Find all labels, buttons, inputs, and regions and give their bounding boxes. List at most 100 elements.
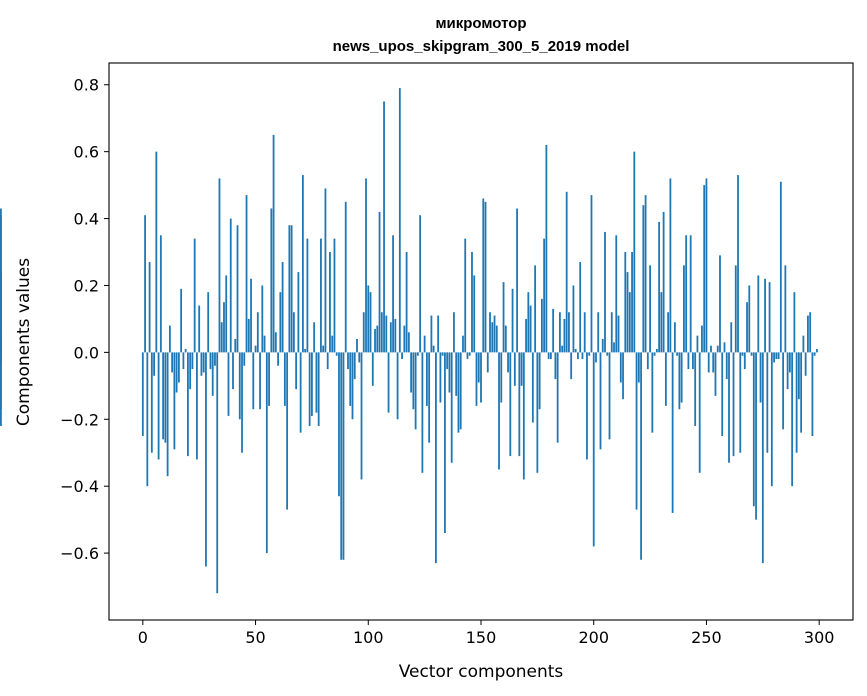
y-tick-label: 0.4 xyxy=(74,210,99,229)
bar xyxy=(180,288,183,353)
bar xyxy=(795,352,798,453)
bar xyxy=(290,225,293,353)
bar xyxy=(184,349,187,353)
bar xyxy=(565,191,568,353)
bar xyxy=(435,352,437,564)
bar xyxy=(453,312,455,353)
bar xyxy=(568,312,570,353)
bar xyxy=(538,352,541,410)
bar xyxy=(0,352,2,363)
bar xyxy=(207,292,210,353)
bar xyxy=(162,352,165,440)
bar xyxy=(304,349,307,353)
bar xyxy=(619,352,622,383)
bar xyxy=(793,292,796,353)
bar xyxy=(608,352,611,440)
bar xyxy=(407,332,410,353)
bar xyxy=(509,352,512,457)
bar xyxy=(270,208,273,353)
bar xyxy=(813,352,816,356)
bar xyxy=(750,352,753,356)
bar xyxy=(649,265,651,353)
bar xyxy=(317,352,320,426)
bar xyxy=(701,325,703,353)
bar xyxy=(710,345,712,353)
bar xyxy=(725,352,728,380)
bar xyxy=(414,352,417,430)
bar xyxy=(549,352,552,360)
bar xyxy=(770,352,773,487)
bar xyxy=(768,282,771,353)
y-tick-label: −0.6 xyxy=(60,544,99,563)
bar xyxy=(153,352,155,376)
bar xyxy=(802,335,805,353)
bar xyxy=(329,252,331,353)
bar xyxy=(527,292,530,353)
bar xyxy=(721,352,724,436)
bar xyxy=(655,349,658,353)
bar xyxy=(331,335,334,353)
bar xyxy=(748,285,751,353)
bar xyxy=(430,315,433,353)
bar xyxy=(606,352,609,356)
bar xyxy=(687,352,690,370)
bar xyxy=(653,352,656,356)
bar xyxy=(389,322,392,353)
bar xyxy=(529,305,532,353)
bar xyxy=(263,335,266,353)
bar xyxy=(471,252,473,353)
bar xyxy=(504,325,507,353)
y-tick-label: 0.0 xyxy=(74,343,99,362)
bar xyxy=(475,352,478,406)
y-tick-label: −0.2 xyxy=(60,410,99,429)
bar xyxy=(545,144,548,353)
bar xyxy=(0,332,2,353)
x-tick-label: 300 xyxy=(804,628,835,647)
bar xyxy=(507,352,509,373)
bar xyxy=(462,335,464,353)
bar xyxy=(757,275,760,353)
bar xyxy=(791,352,794,487)
bar xyxy=(633,151,636,353)
x-tick-label: 250 xyxy=(691,628,722,647)
bar xyxy=(595,352,597,363)
bar xyxy=(250,278,252,353)
bar xyxy=(457,352,460,433)
bar xyxy=(779,181,782,353)
bar xyxy=(477,352,480,383)
bar xyxy=(601,338,604,353)
bar xyxy=(173,352,176,450)
bar xyxy=(669,178,672,353)
bar xyxy=(353,352,356,380)
bar xyxy=(371,352,374,386)
bar xyxy=(577,352,579,360)
bar xyxy=(150,352,153,453)
bar xyxy=(468,352,471,356)
bar xyxy=(313,322,316,353)
bar xyxy=(189,352,192,390)
bar xyxy=(238,352,241,420)
bar xyxy=(428,352,431,443)
bar xyxy=(157,352,160,460)
bar xyxy=(597,312,600,353)
bar xyxy=(732,352,735,457)
bar xyxy=(326,352,329,370)
bar xyxy=(385,315,388,353)
bar xyxy=(444,352,446,534)
bar xyxy=(166,352,169,477)
bar xyxy=(220,322,223,353)
bar xyxy=(378,211,381,353)
y-axis-ticks: −0.6 −0.4 −0.2 0.0 0.2 0.4 0.6 0.8 xyxy=(60,76,109,563)
bar xyxy=(543,238,546,353)
bar xyxy=(466,352,469,360)
bar xyxy=(439,352,442,403)
bar xyxy=(223,302,225,353)
bar xyxy=(349,352,352,406)
bar xyxy=(696,335,699,353)
bar xyxy=(241,352,243,453)
bar xyxy=(423,335,426,353)
bar xyxy=(556,352,559,443)
y-tick-label: −0.4 xyxy=(60,477,99,496)
bar xyxy=(340,352,343,560)
bar xyxy=(225,275,228,353)
